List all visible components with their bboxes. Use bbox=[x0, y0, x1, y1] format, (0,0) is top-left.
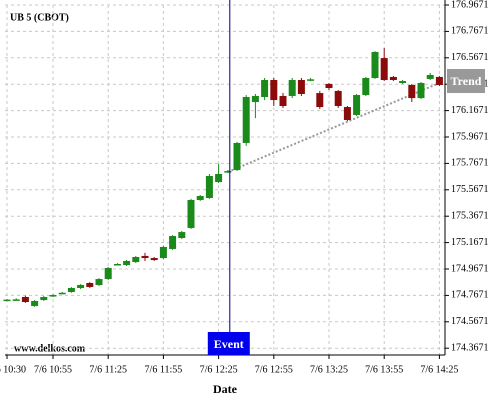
candle-body bbox=[353, 95, 361, 115]
candle-body bbox=[435, 76, 443, 86]
candle-body bbox=[297, 79, 305, 94]
y-tick-label: 175.3671 bbox=[451, 210, 489, 221]
candle-body bbox=[362, 78, 370, 96]
candle-body bbox=[334, 90, 342, 106]
candle-body bbox=[3, 299, 11, 302]
candle-body bbox=[31, 300, 39, 306]
chart-title: UB 5 (CBOT) bbox=[10, 12, 69, 23]
y-tick-label: 176.5671 bbox=[451, 52, 489, 63]
candle-body bbox=[159, 246, 167, 259]
candle-body bbox=[261, 79, 269, 98]
candle-body bbox=[113, 263, 121, 266]
candle-body bbox=[150, 258, 158, 261]
candle-body bbox=[343, 107, 351, 120]
candle-body bbox=[21, 296, 29, 303]
candle-body bbox=[95, 279, 103, 285]
trend-line bbox=[227, 82, 440, 173]
event-label: Event bbox=[214, 337, 244, 351]
candle-body bbox=[307, 79, 315, 81]
candle-body bbox=[141, 255, 149, 259]
x-axis-label: Date bbox=[213, 382, 238, 396]
trend-tag bbox=[447, 69, 485, 94]
y-tick-label: 175.7671 bbox=[451, 158, 489, 169]
candle-body bbox=[169, 236, 177, 249]
candle-body bbox=[371, 52, 379, 79]
candle-body bbox=[325, 83, 333, 89]
y-tick-label: 174.5671 bbox=[451, 316, 489, 327]
x-tick-label: 7/6 10:30 bbox=[0, 364, 26, 375]
candle-body bbox=[233, 142, 241, 171]
candle-body bbox=[251, 95, 259, 103]
x-tick-label: 7/6 10:55 bbox=[34, 364, 72, 375]
candle-body bbox=[242, 97, 250, 143]
candle-body bbox=[205, 175, 213, 198]
candle-body bbox=[270, 79, 278, 101]
candle-body bbox=[187, 199, 195, 228]
y-tick-label: 175.9671 bbox=[451, 131, 489, 142]
candle-body bbox=[196, 196, 204, 200]
x-tick-label: 7/6 11:55 bbox=[145, 364, 183, 375]
y-tick-label: 174.9671 bbox=[451, 263, 489, 274]
candle-body bbox=[67, 288, 75, 292]
candle-body bbox=[417, 83, 425, 99]
x-tick-label: 7/6 13:55 bbox=[365, 364, 403, 375]
candle-body bbox=[389, 76, 397, 80]
candle-body bbox=[399, 81, 407, 84]
trend-label: Trend bbox=[451, 74, 482, 88]
candle-body bbox=[40, 296, 48, 301]
candle-body bbox=[279, 95, 287, 106]
candle-body bbox=[408, 85, 416, 99]
y-tick-label: 175.5671 bbox=[451, 184, 489, 195]
x-tick-label: 7/6 12:25 bbox=[200, 364, 238, 375]
candle-body bbox=[86, 283, 94, 287]
y-tick-label: 176.7671 bbox=[451, 26, 489, 37]
candle-body bbox=[215, 173, 223, 183]
candle-body bbox=[77, 284, 85, 289]
candle-body bbox=[104, 267, 112, 280]
x-tick-label: 7/6 11:25 bbox=[89, 364, 127, 375]
candle-body bbox=[224, 171, 232, 173]
x-tick-label: 7/6 12:55 bbox=[255, 364, 293, 375]
candle-body bbox=[132, 257, 140, 263]
candle-body bbox=[49, 295, 57, 297]
candle-body bbox=[380, 58, 388, 80]
candle-body bbox=[288, 79, 296, 96]
candle-body bbox=[58, 292, 66, 295]
candle-body bbox=[426, 74, 434, 79]
y-tick-label: 174.3671 bbox=[451, 342, 489, 353]
x-tick-label: 7/6 13:25 bbox=[310, 364, 348, 375]
y-tick-label: 175.1671 bbox=[451, 237, 489, 248]
candle-body bbox=[178, 232, 186, 238]
candle-body bbox=[316, 93, 324, 108]
watermark: www.delkos.com bbox=[14, 343, 86, 354]
y-tick-label: 176.9671 bbox=[451, 0, 489, 10]
x-tick-label: 7/6 14:25 bbox=[420, 364, 458, 375]
event-box bbox=[207, 332, 250, 355]
y-tick-label: 174.7671 bbox=[451, 290, 489, 301]
y-tick-label: 176.1671 bbox=[451, 105, 489, 116]
candle-body bbox=[12, 299, 20, 301]
candle-body bbox=[123, 260, 131, 266]
